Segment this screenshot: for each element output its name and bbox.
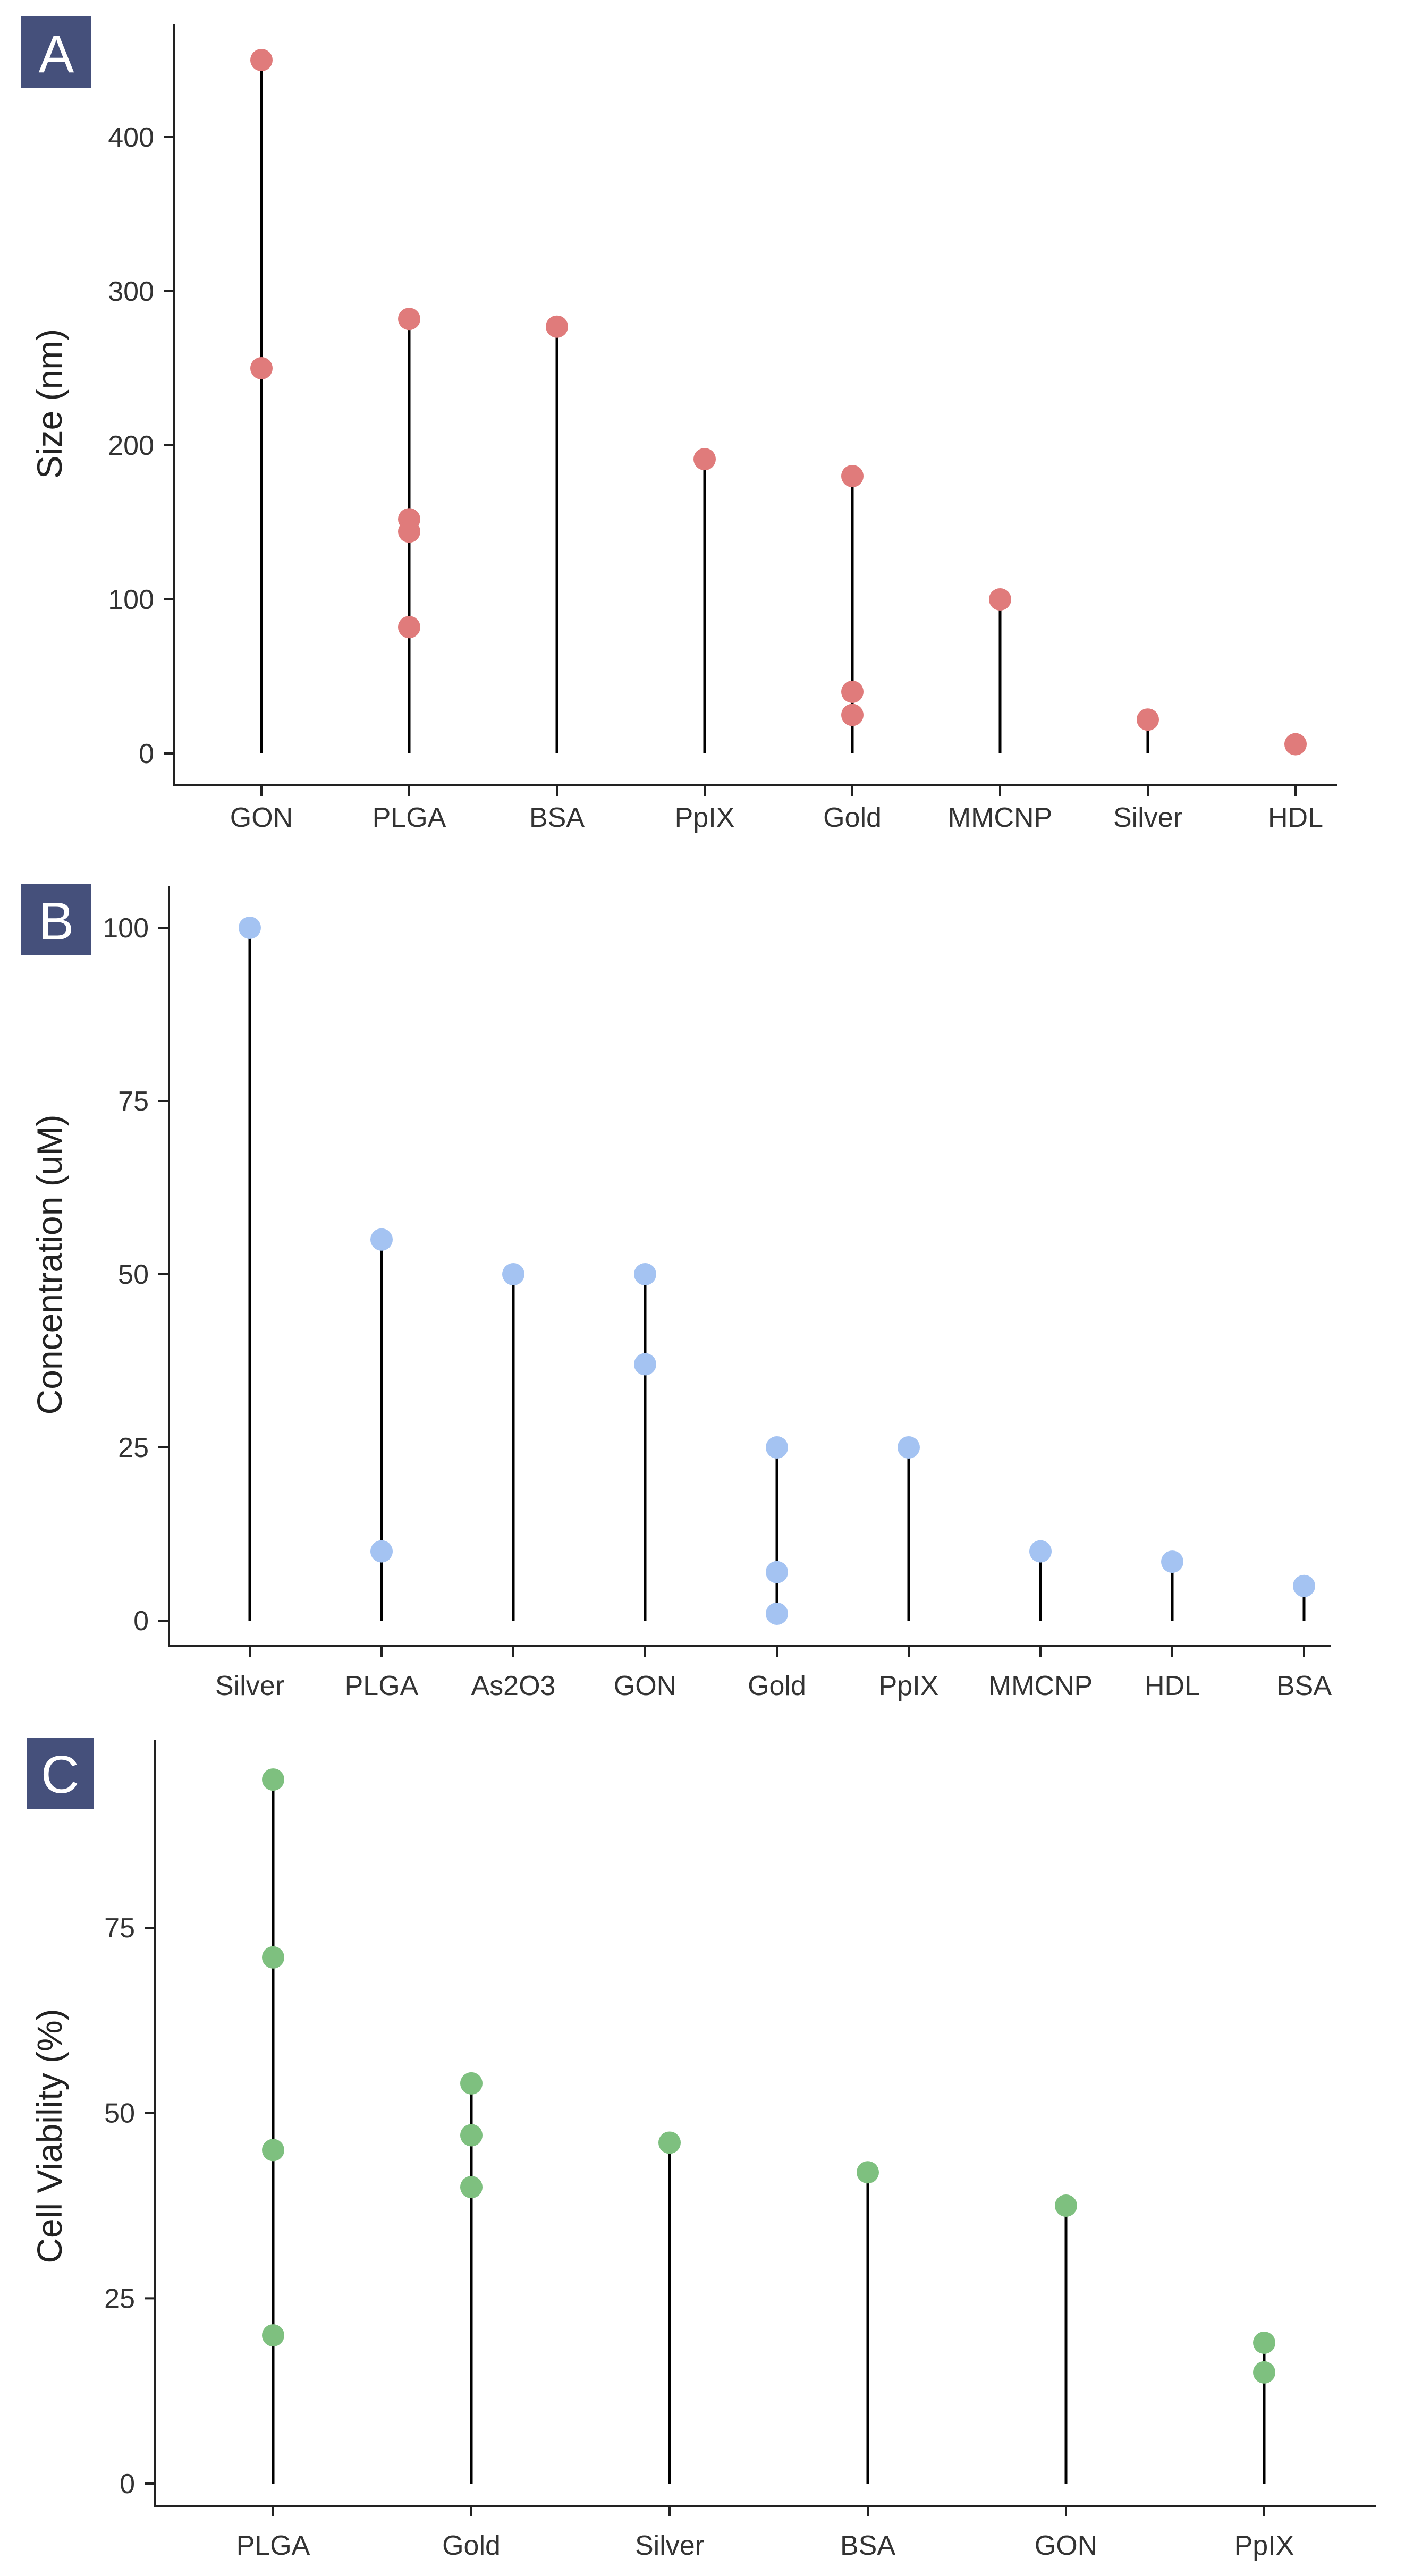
y-tick-label: 75 bbox=[104, 1913, 135, 1944]
data-point bbox=[857, 2161, 879, 2184]
panel-a-badge: A bbox=[21, 16, 91, 88]
y-tick-label: 75 bbox=[118, 1086, 149, 1117]
panel-b-letter: B bbox=[39, 892, 74, 951]
x-tick-label: Silver bbox=[215, 1671, 284, 1701]
data-point bbox=[460, 2124, 483, 2147]
y-tick-label: 0 bbox=[133, 1606, 149, 1637]
x-tick-label: Gold bbox=[748, 1671, 806, 1701]
data-point bbox=[841, 704, 864, 726]
y-tick-label: 200 bbox=[108, 430, 154, 461]
data-point bbox=[546, 315, 568, 338]
data-point bbox=[262, 2139, 284, 2162]
x-tick-label: Gold bbox=[823, 802, 882, 833]
x-tick-label: PpIX bbox=[879, 1671, 939, 1701]
y-tick-label: 400 bbox=[108, 122, 154, 153]
panel-a-letter: A bbox=[39, 24, 74, 84]
data-point bbox=[502, 1263, 524, 1285]
x-tick-label: GON bbox=[1035, 2530, 1097, 2561]
data-point bbox=[398, 520, 420, 543]
x-tick-label: MMCNP bbox=[948, 802, 1052, 833]
data-point bbox=[250, 49, 273, 71]
x-tick-label: BSA bbox=[529, 802, 585, 833]
panel-c-y-axis-title: Cell Viability (%) bbox=[30, 2009, 69, 2263]
panel-b-marks: 0 25 50 75 100 Silver PLGA As2O3 GON Gold PpIX MMCN… bbox=[103, 913, 1332, 1701]
data-point bbox=[634, 1353, 656, 1376]
y-tick-label: 25 bbox=[118, 1433, 149, 1463]
x-tick-label: Silver bbox=[635, 2530, 704, 2561]
data-point bbox=[262, 1946, 284, 1969]
data-point bbox=[766, 1561, 788, 1583]
data-point bbox=[1253, 2361, 1275, 2384]
x-tick-label: As2O3 bbox=[471, 1671, 556, 1701]
data-point bbox=[658, 2131, 681, 2154]
data-point bbox=[841, 465, 864, 487]
data-point bbox=[460, 2176, 483, 2199]
x-tick-label: Gold bbox=[442, 2530, 501, 2561]
data-point bbox=[1161, 1550, 1183, 1573]
panel-c: C Cell Viability (%) 0 25 50 75 PLGA Gold Silv… bbox=[27, 1738, 1376, 2561]
data-point bbox=[370, 1540, 393, 1563]
panel-c-letter: C bbox=[41, 1745, 79, 1804]
panel-a-y-axis-title: Size (nm) bbox=[30, 329, 69, 479]
data-point bbox=[898, 1436, 920, 1459]
x-tick-label: PpIX bbox=[675, 802, 735, 833]
x-tick-label: PLGA bbox=[345, 1671, 419, 1701]
y-tick-label: 0 bbox=[120, 2469, 135, 2499]
data-point bbox=[634, 1263, 656, 1285]
y-tick-label: 25 bbox=[104, 2283, 135, 2314]
panel-c-badge: C bbox=[27, 1738, 94, 1809]
data-point bbox=[370, 1228, 393, 1251]
x-tick-label: HDL bbox=[1145, 1671, 1200, 1701]
data-point bbox=[398, 616, 420, 639]
data-point bbox=[250, 357, 273, 379]
y-tick-label: 100 bbox=[103, 913, 149, 944]
y-tick-label: 300 bbox=[108, 276, 154, 307]
data-point bbox=[1253, 2332, 1275, 2354]
x-tick-label: HDL bbox=[1268, 802, 1323, 833]
data-point bbox=[398, 308, 420, 331]
data-point bbox=[766, 1436, 788, 1459]
x-tick-label: PpIX bbox=[1234, 2530, 1294, 2561]
y-tick-label: 50 bbox=[118, 1259, 149, 1290]
x-tick-label: GON bbox=[230, 802, 293, 833]
data-point bbox=[989, 588, 1011, 611]
panel-a: A Size (nm) 0 100 200 300 400 GON PLGA BSA PpIX G… bbox=[21, 16, 1337, 833]
data-point bbox=[262, 2324, 284, 2347]
x-tick-label: GON bbox=[614, 1671, 676, 1701]
data-point bbox=[460, 2072, 483, 2095]
data-point bbox=[1029, 1540, 1052, 1563]
x-tick-label: BSA bbox=[840, 2530, 895, 2561]
panel-b-badge: B bbox=[21, 884, 91, 955]
data-point bbox=[1055, 2194, 1077, 2217]
x-tick-label: PLGA bbox=[236, 2530, 310, 2561]
data-point bbox=[693, 448, 716, 471]
y-tick-label: 50 bbox=[104, 2098, 135, 2129]
y-tick-label: 100 bbox=[108, 584, 154, 615]
x-tick-label: MMCNP bbox=[988, 1671, 1093, 1701]
x-tick-label: BSA bbox=[1276, 1671, 1332, 1701]
panel-b-y-axis-title: Concentration (uM) bbox=[30, 1115, 69, 1415]
panel-b: B Concentration (uM) 0 25 50 75 100 Silver PLG… bbox=[21, 884, 1332, 1701]
x-tick-label: PLGA bbox=[373, 802, 446, 833]
data-point bbox=[1284, 733, 1307, 756]
data-point bbox=[766, 1602, 788, 1625]
x-tick-label: Silver bbox=[1113, 802, 1182, 833]
data-point bbox=[239, 917, 261, 939]
data-point bbox=[262, 1768, 284, 1791]
data-point bbox=[1137, 708, 1159, 731]
panel-c-marks: 0 25 50 75 PLGA Gold Silver BSA GON PpIX bbox=[104, 1768, 1294, 2561]
y-tick-label: 0 bbox=[139, 739, 154, 769]
data-point bbox=[1293, 1574, 1315, 1597]
data-point bbox=[841, 681, 864, 703]
panel-a-marks: 0 100 200 300 400 GON PLGA BSA PpIX Gold MMCNP Silv… bbox=[108, 49, 1323, 833]
